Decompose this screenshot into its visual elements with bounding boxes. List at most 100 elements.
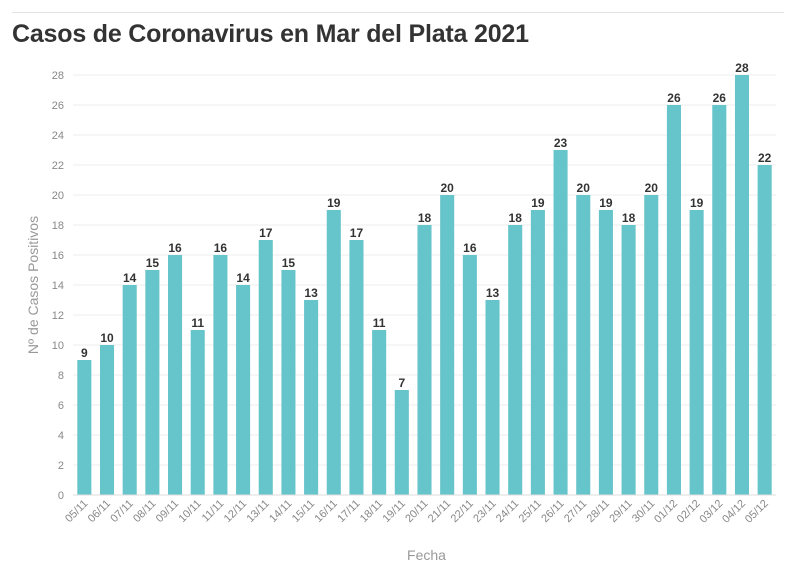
- bar-value-label: 22: [758, 151, 772, 165]
- bar: [440, 195, 455, 495]
- x-tick-label: 24/11: [494, 498, 521, 525]
- bar-value-label: 20: [440, 181, 454, 195]
- y-tick-label: 14: [52, 280, 64, 292]
- x-tick-label: 21/11: [426, 498, 453, 525]
- bar: [213, 255, 228, 495]
- x-tick-label: 15/11: [290, 498, 317, 525]
- bar: [326, 210, 341, 495]
- bar: [417, 225, 432, 495]
- top-divider: [12, 12, 784, 13]
- x-tick-label: 07/11: [108, 498, 135, 525]
- y-tick-label: 22: [52, 160, 64, 172]
- chart-title: Casos de Coronavirus en Mar del Plata 20…: [12, 20, 529, 48]
- bar-value-label: 16: [463, 241, 477, 255]
- y-tick-label: 10: [52, 340, 64, 352]
- bar: [644, 195, 659, 495]
- bar-value-label: 20: [577, 181, 591, 195]
- y-tick-label: 16: [52, 250, 64, 262]
- x-tick-label: 05/12: [743, 498, 771, 526]
- bar: [712, 105, 727, 495]
- data-labels: 9 10 14 15 16 11 16 14 17 15 13 19 17 11 7 18 20 16 13 18 19…: [81, 61, 772, 390]
- bars: [77, 75, 772, 495]
- bar-value-label: 17: [259, 226, 273, 240]
- bar-value-label: 19: [690, 196, 704, 210]
- bar-value-label: 14: [236, 271, 250, 285]
- bar: [394, 390, 409, 495]
- x-axis-title: Fecha: [407, 547, 446, 563]
- bar-value-label: 18: [509, 211, 523, 225]
- bar-value-label: 13: [486, 286, 500, 300]
- y-tick-label: 28: [52, 70, 64, 82]
- bar: [621, 225, 636, 495]
- bar: [734, 75, 750, 495]
- bar-value-label: 7: [398, 376, 405, 390]
- x-tick-label: 11/11: [200, 498, 227, 525]
- x-tick-label: 26/11: [539, 498, 566, 525]
- bar-value-label: 19: [599, 196, 613, 210]
- x-tick-label: 20/11: [403, 498, 430, 525]
- bar-value-label: 16: [214, 241, 228, 255]
- x-tick-label: 30/11: [630, 498, 657, 525]
- y-tick-label: 2: [58, 460, 64, 472]
- bar-value-label: 19: [531, 196, 545, 210]
- bar: [190, 330, 205, 495]
- bar: [372, 330, 387, 495]
- bar: [304, 300, 319, 495]
- y-tick-label: 24: [52, 130, 64, 142]
- bar-value-label: 18: [418, 211, 432, 225]
- bar-value-label: 23: [554, 136, 568, 150]
- x-tick-label: 08/11: [131, 498, 158, 525]
- bar-value-label: 26: [713, 91, 727, 105]
- bar: [145, 270, 160, 495]
- x-tick-label: 22/11: [449, 498, 476, 525]
- y-tick-label: 26: [52, 100, 64, 112]
- bar: [462, 255, 477, 495]
- bar: [485, 300, 500, 495]
- y-tick-label: 4: [58, 430, 64, 442]
- bar-value-label: 19: [327, 196, 341, 210]
- x-tick-label: 18/11: [358, 498, 385, 525]
- x-tick-label: 27/11: [562, 498, 589, 525]
- bar-value-label: 15: [282, 256, 296, 270]
- bar: [122, 285, 137, 495]
- bar-value-label: 28: [735, 61, 749, 75]
- bar: [77, 360, 92, 495]
- y-tick-label: 20: [52, 190, 64, 202]
- bar: [530, 210, 545, 495]
- x-axis-ticks: 05/1106/1107/1108/1109/1110/1111/1112/11…: [63, 498, 771, 526]
- x-tick-label: 19/11: [381, 498, 408, 525]
- x-tick-label: 03/12: [697, 498, 725, 526]
- bar: [553, 150, 568, 495]
- x-tick-label: 10/11: [176, 498, 203, 525]
- x-tick-label: 29/11: [607, 498, 634, 525]
- bar: [349, 240, 364, 495]
- bar: [281, 270, 296, 495]
- bar: [508, 225, 523, 495]
- gridlines: [73, 74, 776, 466]
- x-tick-label: 04/12: [720, 498, 748, 526]
- x-tick-label: 06/11: [86, 498, 113, 525]
- x-tick-label: 09/11: [154, 498, 181, 525]
- x-tick-label: 25/11: [517, 498, 544, 525]
- bar-value-label: 9: [81, 346, 88, 360]
- bar: [598, 210, 613, 495]
- bar-value-label: 11: [373, 316, 386, 330]
- bar: [168, 255, 183, 495]
- bar-value-label: 16: [168, 241, 182, 255]
- bar: [236, 285, 251, 495]
- x-tick-label: 14/11: [267, 498, 294, 525]
- x-tick-label: 23/11: [471, 498, 498, 525]
- y-tick-label: 18: [52, 220, 64, 232]
- bar-value-label: 11: [191, 316, 204, 330]
- bar-value-label: 14: [123, 271, 137, 285]
- y-tick-label: 12: [52, 310, 64, 322]
- y-tick-label: 0: [58, 490, 64, 502]
- x-tick-label: 05/11: [63, 498, 90, 525]
- bar: [666, 105, 681, 495]
- y-axis-title: Nº de Casos Positivos: [25, 216, 41, 354]
- bar: [689, 210, 704, 495]
- bar: [99, 345, 115, 495]
- bar-value-label: 17: [350, 226, 364, 240]
